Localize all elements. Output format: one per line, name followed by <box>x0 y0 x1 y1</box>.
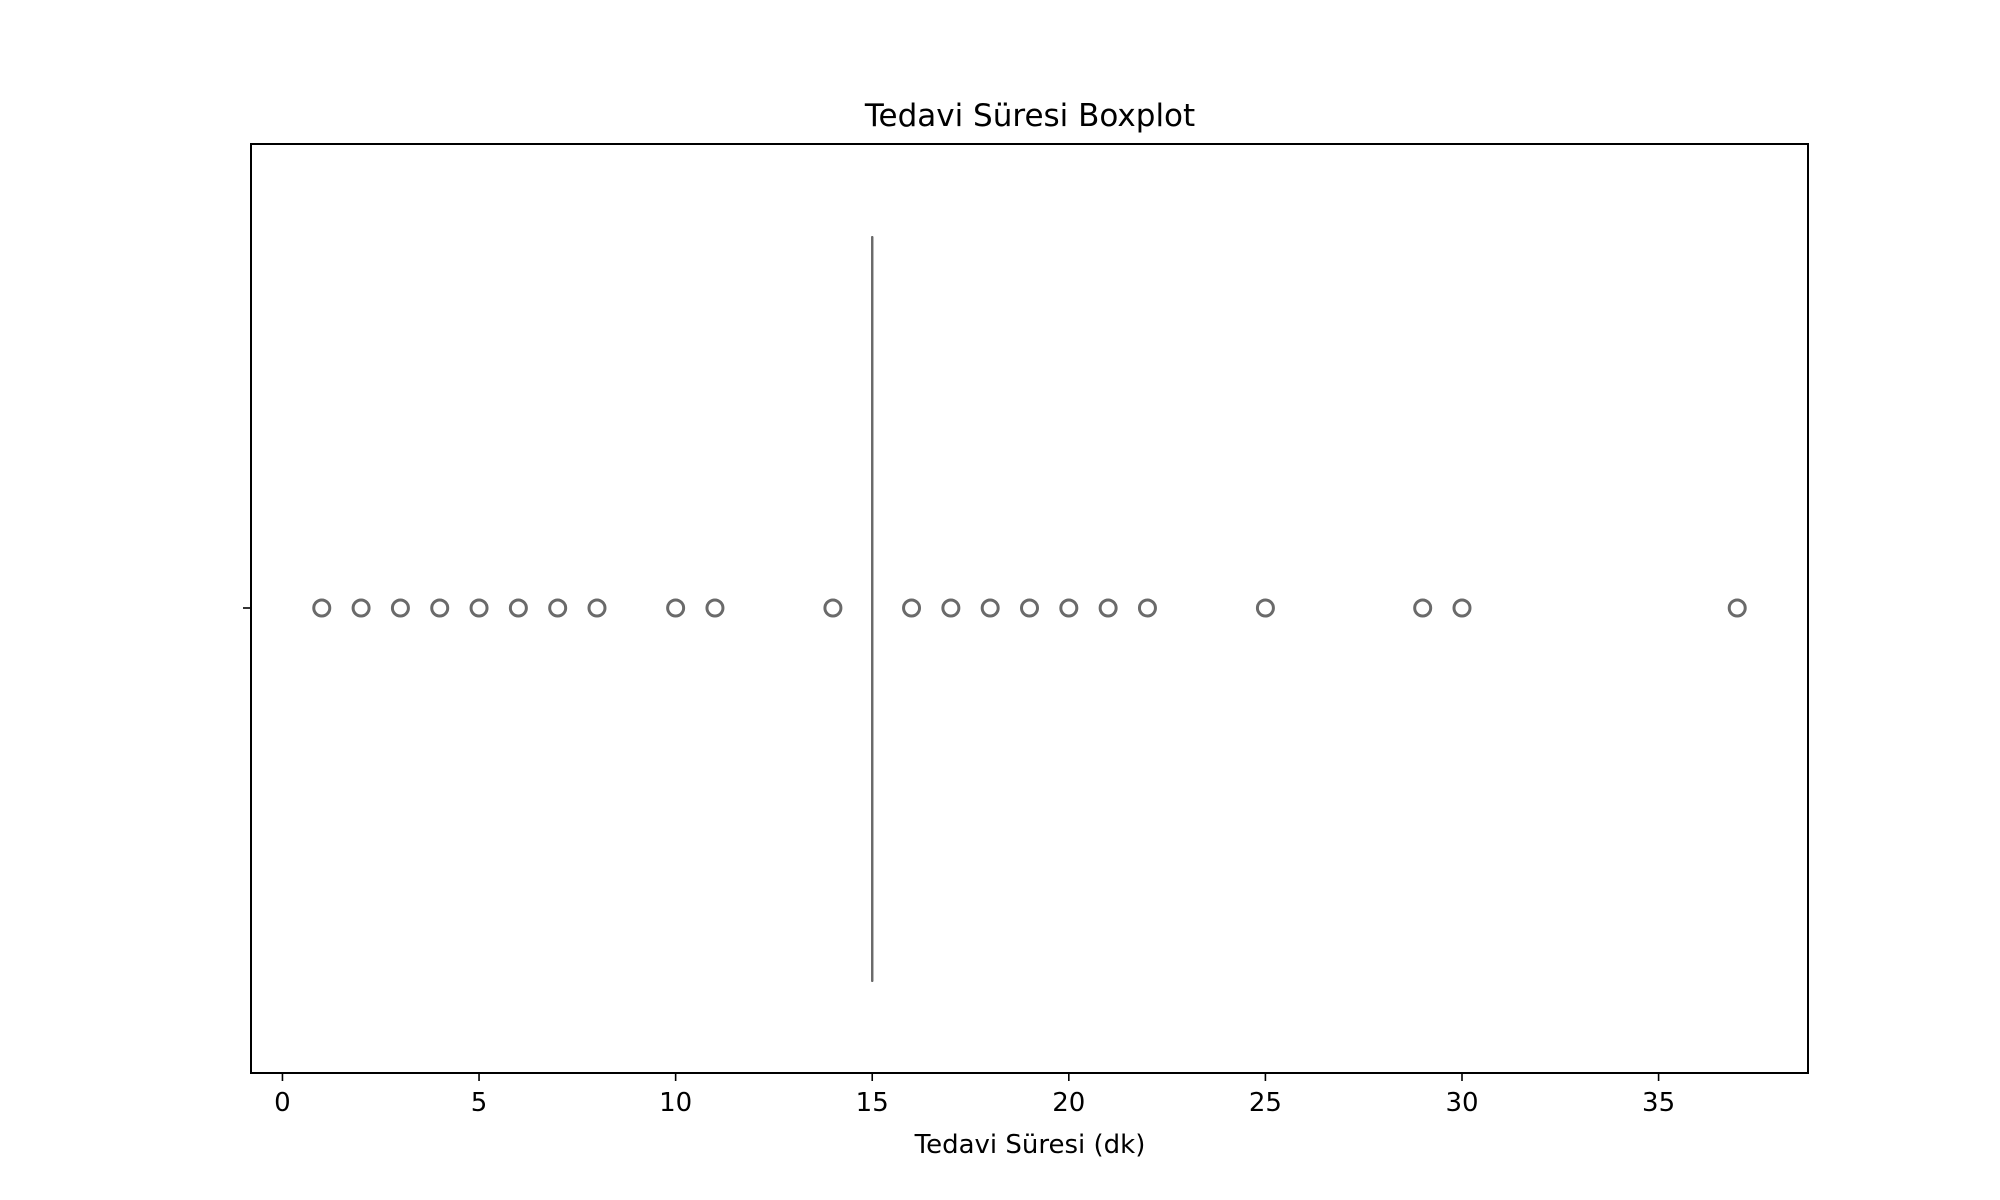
x-tick-label: 35 <box>1642 1088 1675 1118</box>
outlier-point <box>1413 598 1433 618</box>
x-axis-label: Tedavi Süresi (dk) <box>914 1130 1146 1160</box>
outlier-point <box>705 598 725 618</box>
outlier-point <box>1727 598 1747 618</box>
plot-area-frame <box>250 143 1809 1074</box>
outlier-point <box>823 598 843 618</box>
outlier-point <box>1255 598 1275 618</box>
outlier-point <box>1098 598 1118 618</box>
outlier-point <box>902 598 922 618</box>
x-axis: 0 5 10 15 20 25 30 35 <box>274 1073 1675 1118</box>
boxplot-marks <box>312 236 1747 982</box>
outlier-point <box>312 598 332 618</box>
outlier-point <box>1452 598 1472 618</box>
x-tick-label: 25 <box>1249 1088 1282 1118</box>
outlier-point <box>508 598 528 618</box>
x-tick-label: 10 <box>659 1088 692 1118</box>
outlier-point <box>430 598 450 618</box>
outlier-point <box>1059 598 1079 618</box>
x-tick-label: 15 <box>856 1088 889 1118</box>
x-tick-label: 5 <box>471 1088 488 1118</box>
outlier-point <box>548 598 568 618</box>
outlier-point <box>1137 598 1157 618</box>
x-tick-label: 0 <box>274 1088 291 1118</box>
x-tick-label: 30 <box>1445 1088 1478 1118</box>
outlier-point <box>469 598 489 618</box>
outlier-point <box>1020 598 1039 618</box>
outlier-point <box>390 598 410 618</box>
outlier-point <box>351 598 371 618</box>
outlier-point <box>666 598 686 618</box>
outlier-point <box>980 598 1000 618</box>
outlier-point <box>587 598 607 618</box>
x-tick-label: 20 <box>1052 1088 1085 1118</box>
chart-title: Tedavi Süresi Boxplot <box>864 98 1195 134</box>
outlier-point <box>941 598 961 618</box>
